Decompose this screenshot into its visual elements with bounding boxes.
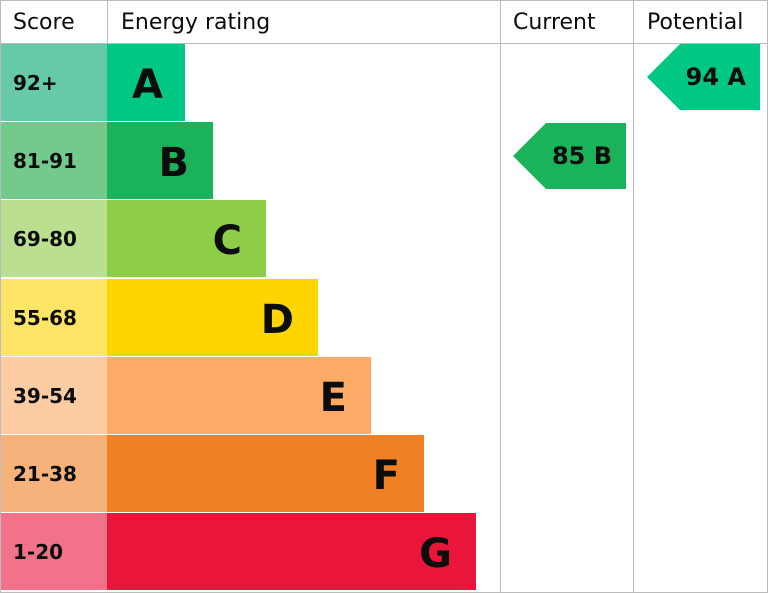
score-range-e: 39-54 (1, 357, 107, 435)
rating-bar-a: A (107, 44, 185, 122)
column-divider (633, 0, 634, 593)
score-range-d: 55-68 (1, 279, 107, 357)
header-potential: Potential (647, 10, 744, 35)
header-energy-rating: Energy rating (121, 10, 271, 35)
column-divider (500, 0, 501, 593)
rating-bar-d: D (107, 279, 318, 357)
rating-bar-g: G (107, 513, 476, 591)
score-range-b: 81-91 (1, 122, 107, 200)
header-current: Current (513, 10, 596, 35)
rating-bar-c: C (107, 200, 266, 278)
rating-bar-e: E (107, 357, 371, 435)
score-range-a: 92+ (1, 44, 107, 122)
column-divider (107, 0, 108, 44)
score-range-f: 21-38 (1, 435, 107, 513)
header-divider (0, 43, 768, 44)
rating-bar-b: B (107, 122, 213, 200)
rating-bar-f: F (107, 435, 424, 513)
header-score: Score (13, 10, 75, 35)
score-range-c: 69-80 (1, 200, 107, 278)
score-range-g: 1-20 (1, 513, 107, 591)
